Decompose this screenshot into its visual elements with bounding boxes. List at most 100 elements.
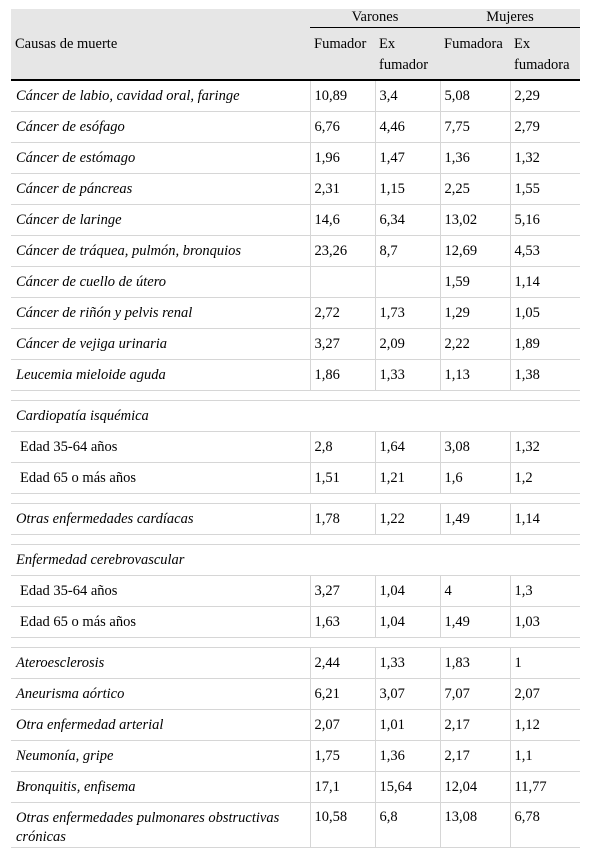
value-mujeres-exfumadora: 1,89 [509, 328, 581, 360]
value-varones-exfumador: 4,46 [374, 111, 440, 143]
table-header: Causas de muerte Varones Mujeres Fumador… [11, 9, 581, 81]
value-mujeres-fumadora: 2,22 [439, 328, 510, 360]
value-varones-exfumador [374, 266, 440, 298]
risk-table-container: Causas de muerte Varones Mujeres Fumador… [11, 9, 581, 848]
cause-label: Edad 65 o más años [11, 606, 310, 638]
value-varones-fumador: 10,89 [309, 80, 375, 112]
value-mujeres-fumadora: 1,13 [439, 359, 510, 391]
value-mujeres-fumadora: 1,49 [439, 503, 510, 535]
value-varones-fumador [309, 266, 375, 298]
value-varones-fumador: 1,86 [309, 359, 375, 391]
value-varones-fumador: 1,96 [309, 142, 375, 174]
cause-label: Cáncer de cuello de útero [11, 266, 310, 298]
table-spacer-row [11, 493, 581, 504]
value-mujeres-exfumadora: 1,3 [509, 575, 581, 607]
value-mujeres-fumadora: 4 [439, 575, 510, 607]
value-varones-fumador: 2,31 [309, 173, 375, 205]
table-body: Cáncer de labio, cavidad oral, faringe 10… [11, 80, 581, 848]
table-row: Otras enfermedades pulmonares obstructiv… [11, 802, 581, 848]
table-row: Cáncer de riñón y pelvis renal 2,72 1,73 1,… [11, 297, 581, 329]
value-varones-fumador: 23,26 [309, 235, 375, 267]
table-row: Cáncer de esófago 6,76 4,46 7,75 2,79 [11, 111, 581, 143]
value-varones-exfumador: 6,34 [374, 204, 440, 236]
value-varones-exfumador: 15,64 [374, 771, 440, 803]
table-row: Bronquitis, enfisema 17,1 15,64 12,04 11,77 [11, 771, 581, 803]
value-mujeres-exfumadora: 1,2 [509, 462, 581, 494]
value-mujeres-exfumadora: 4,53 [509, 235, 581, 267]
cause-label: Cáncer de vejiga urinaria [11, 328, 310, 360]
value-mujeres-exfumadora: 6,78 [509, 802, 581, 848]
value-varones-exfumador: 1,21 [374, 462, 440, 494]
value-varones-fumador: 6,21 [309, 678, 375, 710]
cause-label: Bronquitis, enfisema [11, 771, 310, 803]
cause-label: Ateroesclerosis [11, 647, 310, 679]
value-mujeres-fumadora: 12,04 [439, 771, 510, 803]
value-mujeres-fumadora: 1,83 [439, 647, 510, 679]
value-varones-exfumador: 1,33 [374, 359, 440, 391]
value-mujeres-fumadora: 2,17 [439, 709, 510, 741]
table-row: Ateroesclerosis 2,44 1,33 1,83 1 [11, 647, 581, 679]
value-varones-fumador: 2,44 [309, 647, 375, 679]
cause-label: Edad 35-64 años [11, 575, 310, 607]
section-heading: Enfermedad cerebrovascular [11, 544, 581, 576]
table-section-heading-row: Enfermedad cerebrovascular [11, 544, 581, 576]
cause-label: Otra enfermedad arterial [11, 709, 310, 741]
value-mujeres-exfumadora: 1,14 [509, 503, 581, 535]
value-mujeres-exfumadora: 1,32 [509, 142, 581, 174]
cause-label: Aneurisma aórtico [11, 678, 310, 710]
column-header-varones-fumador: Fumador [310, 27, 375, 81]
value-mujeres-exfumadora: 1,14 [509, 266, 581, 298]
cause-label: Cáncer de esófago [11, 111, 310, 143]
cause-label: Cáncer de páncreas [11, 173, 310, 205]
value-varones-exfumador: 2,09 [374, 328, 440, 360]
value-mujeres-fumadora: 5,08 [439, 80, 510, 112]
table-row: Otras enfermedades cardíacas 1,78 1,22 1,49… [11, 503, 581, 535]
table-row: Cáncer de vejiga urinaria 3,27 2,09 2,22 1,8… [11, 328, 581, 360]
table-row: Leucemia mieloide aguda 1,86 1,33 1,13 1,38 [11, 359, 581, 391]
value-mujeres-exfumadora: 1,32 [509, 431, 581, 463]
value-mujeres-exfumadora: 5,16 [509, 204, 581, 236]
value-mujeres-exfumadora: 2,79 [509, 111, 581, 143]
value-varones-exfumador: 1,04 [374, 606, 440, 638]
value-mujeres-exfumadora: 2,07 [509, 678, 581, 710]
value-mujeres-exfumadora: 1 [509, 647, 581, 679]
table-row: Neumonía, gripe 1,75 1,36 2,17 1,1 [11, 740, 581, 772]
value-mujeres-exfumadora: 1,03 [509, 606, 581, 638]
value-mujeres-fumadora: 1,6 [439, 462, 510, 494]
value-varones-fumador: 1,78 [309, 503, 375, 535]
table-row: Edad 35-64 años 2,8 1,64 3,08 1,32 [11, 431, 581, 463]
table-row: Otra enfermedad arterial 2,07 1,01 2,17 1,12 [11, 709, 581, 741]
value-mujeres-exfumadora: 2,29 [509, 80, 581, 112]
column-header-mujeres-exfumadora: Ex fumadora [510, 27, 581, 81]
group-header-mujeres: Mujeres [440, 9, 581, 28]
value-varones-exfumador: 1,33 [374, 647, 440, 679]
value-varones-fumador: 10,58 [309, 802, 375, 848]
value-varones-exfumador: 1,15 [374, 173, 440, 205]
group-header-varones: Varones [310, 9, 440, 28]
cause-label: Otras enfermedades pulmonares obstructiv… [11, 802, 310, 848]
table-spacer-row [11, 390, 581, 401]
column-header-varones-exfumador: Ex fumador [375, 27, 440, 81]
table-row: Edad 35-64 años 3,27 1,04 4 1,3 [11, 575, 581, 607]
value-mujeres-exfumadora: 1,1 [509, 740, 581, 772]
value-varones-fumador: 6,76 [309, 111, 375, 143]
cause-label: Edad 35-64 años [11, 431, 310, 463]
value-mujeres-exfumadora: 1,12 [509, 709, 581, 741]
value-varones-fumador: 3,27 [309, 328, 375, 360]
table-row: Cáncer de estómago 1,96 1,47 1,36 1,32 [11, 142, 581, 174]
value-varones-exfumador: 1,01 [374, 709, 440, 741]
table-row: Edad 65 o más años 1,51 1,21 1,6 1,2 [11, 462, 581, 494]
value-mujeres-fumadora: 7,75 [439, 111, 510, 143]
value-mujeres-fumadora: 2,25 [439, 173, 510, 205]
value-varones-exfumador: 6,8 [374, 802, 440, 848]
value-varones-exfumador: 1,04 [374, 575, 440, 607]
cause-label: Edad 65 o más años [11, 462, 310, 494]
value-varones-fumador: 14,6 [309, 204, 375, 236]
table-row: Cáncer de laringe 14,6 6,34 13,02 5,16 [11, 204, 581, 236]
value-varones-exfumador: 1,64 [374, 431, 440, 463]
value-mujeres-fumadora: 1,36 [439, 142, 510, 174]
value-mujeres-fumadora: 12,69 [439, 235, 510, 267]
cause-label: Cáncer de tráquea, pulmón, bronquios [11, 235, 310, 267]
table-spacer-row [11, 534, 581, 545]
cause-label: Cáncer de labio, cavidad oral, faringe [11, 80, 310, 112]
